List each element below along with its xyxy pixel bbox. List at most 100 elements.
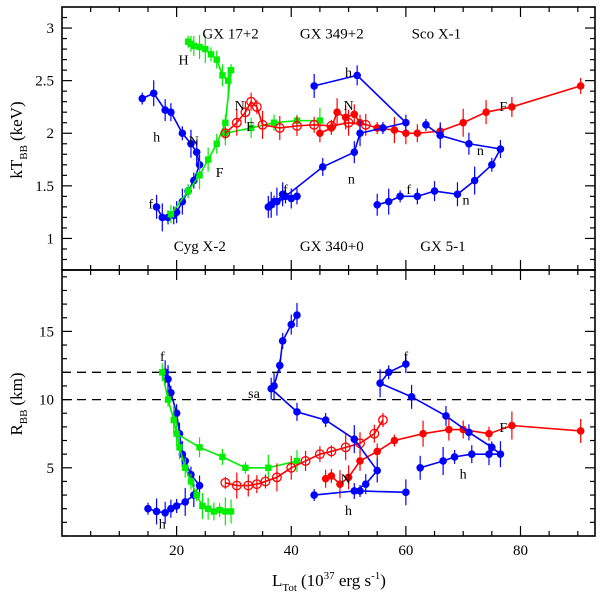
bottom-data-point: [231, 480, 242, 491]
top-data-point: [202, 45, 209, 53]
top-annotation: f: [148, 198, 153, 213]
bottom-ylabel-sub: BB: [18, 410, 30, 425]
xlabel-exp: 37: [324, 570, 336, 582]
bottom-data-point: [293, 408, 301, 416]
top-data-point: [293, 192, 301, 201]
bottom-annotation: N: [341, 473, 351, 488]
bottom-data-point: [407, 393, 416, 401]
bottom-series-gx-340-0: [267, 303, 382, 502]
bottom-data-point: [267, 384, 275, 393]
top-data-point: [316, 129, 324, 138]
bottom-annotation: sa: [248, 387, 260, 402]
bottom-data-point: [265, 464, 272, 471]
bottom-data-point: [361, 480, 370, 488]
top-annotation: N: [343, 99, 353, 114]
bottom-y-tick-label: 10: [39, 393, 54, 409]
bottom-ylabel-unit: (km): [7, 372, 26, 405]
top-annotation: N: [235, 99, 245, 114]
bottom-data-point: [402, 488, 410, 497]
top-data-point: [178, 197, 187, 206]
bottom-series-sco-x-1: [321, 411, 585, 499]
top-data-point: [436, 131, 445, 140]
bottom-data-point: [182, 464, 189, 471]
bottom-data-point: [293, 457, 301, 465]
top-series-line: [267, 74, 408, 208]
top-data-point: [270, 119, 278, 126]
bottom-data-point: [173, 430, 180, 437]
top-data-point: [459, 118, 467, 127]
bottom-data-point: [181, 498, 190, 506]
top-annotation: F: [499, 100, 507, 115]
bottom-data-point: [260, 476, 271, 487]
x-tick-label: 80: [513, 543, 528, 559]
bottom-data-point: [172, 502, 181, 510]
top-data-point: [287, 194, 296, 203]
bottom-data-point: [356, 457, 364, 465]
top-data-point: [149, 89, 158, 98]
xlabel-end: ): [380, 571, 386, 590]
top-annotation: F: [246, 120, 254, 135]
bottom-data-point: [227, 508, 235, 515]
top-data-point: [138, 94, 147, 103]
bottom-annotation: h: [460, 467, 467, 482]
reference-lines: [62, 371, 595, 401]
top-data-point: [356, 129, 364, 138]
bottom-data-point: [195, 481, 204, 490]
top-data-point: [309, 119, 320, 130]
bottom-ylabel-main: R: [7, 424, 26, 436]
bottom-data-point: [161, 509, 169, 517]
bottom-data-point: [376, 379, 384, 388]
top-data-point: [257, 119, 268, 130]
top-annotation: h: [153, 130, 160, 145]
top-series-gx-340-0: [264, 65, 410, 218]
top-data-point: [508, 103, 516, 111]
top-data-point: [396, 192, 404, 201]
top-data-point: [264, 203, 273, 211]
top-data-point: [158, 213, 167, 222]
bottom-data-point: [167, 504, 175, 513]
bottom-data-point: [293, 311, 301, 319]
top-annotation: N: [189, 135, 199, 150]
top-data-point: [274, 123, 285, 133]
bottom-data-point: [199, 502, 206, 510]
top-data-point: [333, 108, 341, 116]
top-annotation: n: [348, 172, 355, 187]
top-annotation: n: [463, 194, 470, 209]
top-data-point: [310, 82, 318, 90]
top-data-point: [430, 187, 439, 195]
bottom-data-point: [384, 368, 393, 377]
bottom-data-point: [321, 474, 330, 483]
bottom-data-point: [576, 427, 585, 435]
top-y-tick-label: 3: [47, 21, 55, 37]
bottom-series-line: [176, 433, 298, 469]
top-annotation: h: [345, 66, 352, 81]
top-data-point: [576, 82, 585, 90]
bottom-data-point: [467, 450, 476, 458]
bottom-series-gx-17-2: [159, 363, 235, 526]
bottom-data-point: [450, 453, 459, 461]
bottom-y-tick-label: 5: [47, 461, 55, 477]
xlabel-main: L: [272, 571, 282, 590]
top-data-point: [413, 129, 422, 138]
bottom-data-point: [377, 415, 388, 426]
bottom-data-point: [402, 360, 410, 368]
bottom-data-point: [204, 505, 212, 512]
top-data-point: [470, 176, 479, 185]
bottom-data-point: [439, 457, 447, 465]
xlabel-unit: (10: [301, 571, 324, 590]
top-annotation: f: [283, 183, 288, 198]
top-series-gx-5-1: [373, 118, 505, 216]
top-data-point: [207, 51, 215, 58]
bottom-data-point: [496, 450, 505, 458]
bottom-data-point: [219, 453, 226, 461]
top-data-point: [196, 43, 203, 51]
top-ylabel-main: kT: [7, 159, 26, 179]
bottom-y-axis-title: RBB (km): [7, 372, 30, 435]
bottom-data-point: [314, 449, 325, 460]
bottom-data-point: [275, 361, 284, 370]
bottom-panel-frame: [61, 269, 596, 537]
bottom-data-point: [196, 444, 203, 451]
bottom-data-point: [356, 487, 364, 495]
bottom-data-point: [336, 480, 344, 488]
